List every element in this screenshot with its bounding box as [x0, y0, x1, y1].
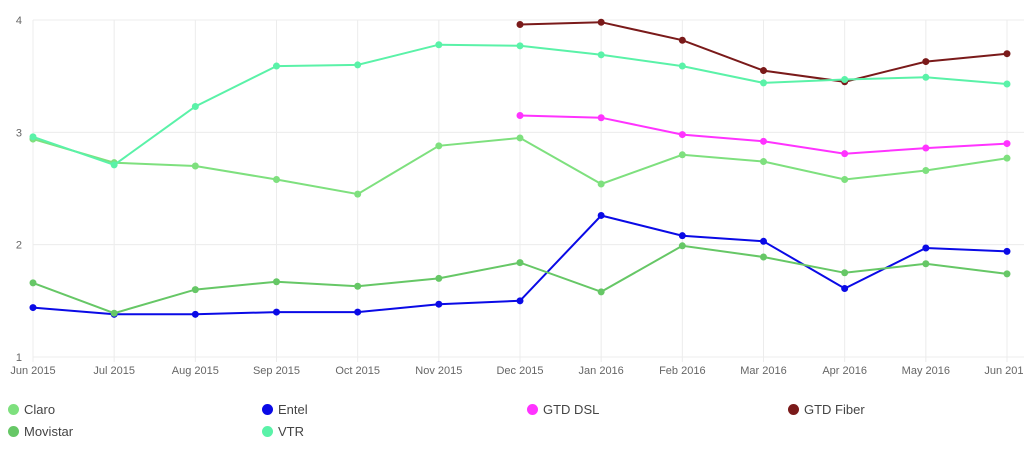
x-tick-label: Jul 2015 [93, 365, 135, 377]
legend-label: GTD Fiber [804, 402, 865, 417]
x-tick-label: Jan 2016 [579, 365, 624, 377]
data-point-claro [760, 158, 767, 166]
x-tick-label: Feb 2016 [659, 365, 705, 377]
data-point-entel [273, 308, 280, 316]
legend-marker-icon [262, 426, 273, 437]
line-chart: 1 2 3 4 Jun 2015 Jul 2015 Aug 2015 Sep 2015 Oct … [10, 15, 1024, 377]
data-point-entel [354, 308, 362, 316]
data-point-movistar [516, 259, 524, 267]
data-point-entel [922, 244, 930, 252]
x-tick-label: Nov 2015 [415, 365, 462, 377]
data-point-gtd-fiber [760, 67, 767, 75]
legend-marker-icon [8, 426, 19, 437]
data-point-vtr [191, 102, 199, 110]
legend-label: VTR [278, 424, 304, 439]
x-tick-label: Sep 2015 [253, 365, 300, 377]
data-point-entel [191, 310, 199, 318]
x-tick-label: Apr 2016 [822, 365, 867, 377]
data-point-entel [1003, 247, 1011, 255]
data-point-entel [29, 304, 37, 312]
data-point-vtr [110, 161, 118, 169]
data-point-movistar [922, 260, 930, 268]
data-point-claro [678, 151, 686, 159]
legend-label: Entel [278, 402, 308, 417]
data-point-gtd-fiber [922, 58, 930, 66]
data-point-movistar [1003, 270, 1011, 278]
data-point-gtd-fiber [597, 18, 605, 26]
x-tick-label: Oct 2015 [335, 365, 380, 377]
data-point-claro [841, 176, 849, 184]
data-point-claro [1003, 154, 1011, 162]
data-point-entel [435, 300, 443, 308]
data-point-gtd-dsl [678, 131, 686, 139]
legend-item-claro[interactable]: Claro [8, 402, 55, 417]
data-point-entel [597, 211, 605, 219]
x-tick-label: Jun 2015 [10, 365, 55, 377]
data-point-vtr [435, 41, 443, 49]
data-point-vtr [1003, 80, 1011, 88]
y-tick-label: 1 [16, 352, 22, 364]
data-point-claro [354, 190, 362, 198]
y-tick-label: 3 [16, 127, 22, 139]
data-point-vtr [760, 79, 767, 87]
data-point-movistar [678, 242, 686, 250]
data-point-vtr [29, 133, 37, 141]
data-point-gtd-dsl [1003, 140, 1011, 148]
legend-item-gtd-dsl[interactable]: GTD DSL [527, 402, 599, 417]
data-point-entel [516, 297, 524, 305]
data-point-entel [760, 237, 767, 245]
data-point-vtr [597, 51, 605, 59]
data-point-movistar [597, 288, 605, 296]
legend-item-movistar[interactable]: Movistar [8, 424, 73, 439]
legend-marker-icon [262, 404, 273, 415]
legend-item-gtd-fiber[interactable]: GTD Fiber [788, 402, 865, 417]
data-point-gtd-dsl [597, 114, 605, 122]
data-point-movistar [841, 269, 849, 277]
data-point-gtd-dsl [760, 137, 767, 145]
data-point-claro [191, 162, 199, 170]
data-point-claro [597, 180, 605, 188]
y-tick-label: 2 [16, 240, 22, 252]
data-point-vtr [678, 62, 686, 70]
data-point-vtr [273, 62, 280, 70]
data-point-gtd-dsl [516, 111, 524, 119]
data-point-gtd-dsl [922, 144, 930, 152]
x-tick-label: Aug 2015 [172, 365, 219, 377]
legend-label: Claro [24, 402, 56, 417]
data-point-entel [841, 284, 849, 292]
legend-item-vtr[interactable]: VTR [262, 424, 304, 439]
data-point-movistar [110, 309, 118, 317]
data-point-movistar [760, 253, 767, 261]
data-point-gtd-dsl [841, 150, 849, 158]
data-point-gtd-fiber [516, 20, 524, 28]
data-point-gtd-fiber [1003, 50, 1011, 58]
data-point-claro [435, 142, 443, 150]
data-point-gtd-fiber [678, 36, 686, 44]
data-point-movistar [273, 278, 280, 286]
legend-marker-icon [527, 404, 538, 415]
legend-label: GTD DSL [543, 402, 600, 417]
data-point-movistar [29, 279, 37, 287]
data-point-movistar [354, 282, 362, 290]
data-point-movistar [435, 274, 443, 282]
data-point-movistar [191, 286, 199, 294]
x-tick-label: Jun 2016 [984, 365, 1024, 377]
data-point-vtr [354, 61, 362, 69]
x-tick-label: Dec 2015 [496, 365, 543, 377]
data-point-claro [516, 134, 524, 142]
y-tick-label: 4 [16, 15, 22, 27]
data-point-vtr [516, 42, 524, 50]
legend-marker-icon [8, 404, 19, 415]
data-point-vtr [922, 73, 930, 81]
x-tick-label: Mar 2016 [740, 365, 786, 377]
legend-marker-icon [788, 404, 799, 415]
data-point-claro [273, 176, 280, 184]
legend-item-entel[interactable]: Entel [262, 402, 308, 417]
chart-legend: Claro Entel GTD DSL GTD Fiber Movistar VTR [0, 402, 1024, 452]
data-point-vtr [841, 76, 849, 84]
x-tick-label: May 2016 [902, 365, 950, 377]
data-point-claro [922, 167, 930, 175]
legend-label: Movistar [24, 424, 74, 439]
data-point-entel [678, 232, 686, 240]
